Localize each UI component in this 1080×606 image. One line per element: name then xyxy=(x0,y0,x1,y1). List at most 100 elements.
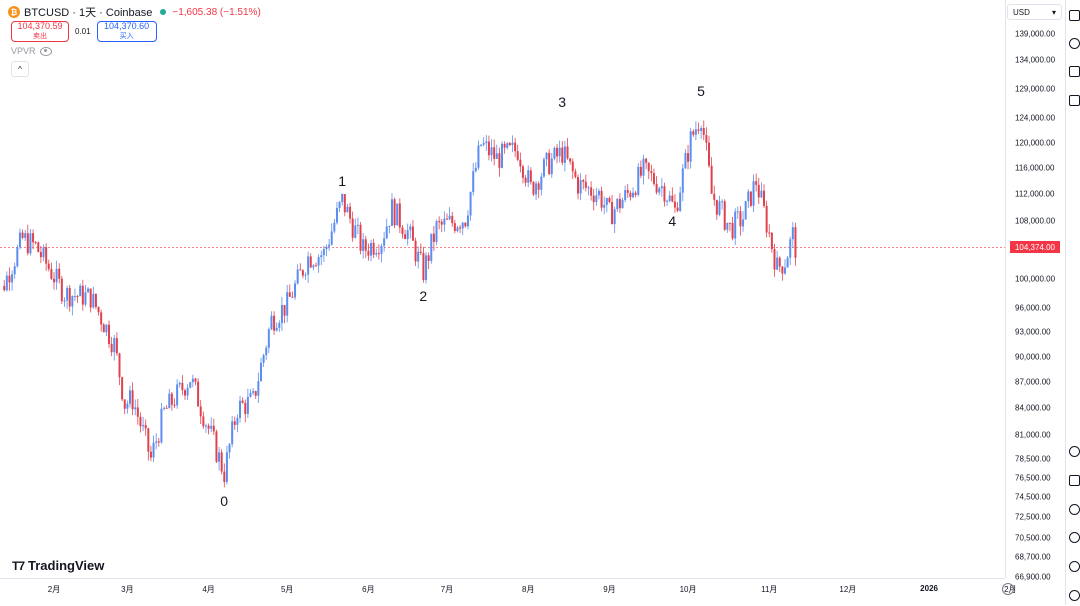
candle-body xyxy=(781,266,784,274)
candle xyxy=(435,219,438,246)
candle-body xyxy=(87,288,90,293)
time-tick-label: 10月 xyxy=(679,585,697,594)
price-tick-label: 90,000.00 xyxy=(1015,352,1051,362)
price-tick-label: 78,500.00 xyxy=(1015,454,1051,464)
candle xyxy=(739,206,742,236)
candle xyxy=(377,244,380,260)
grid-icon[interactable] xyxy=(1069,590,1080,601)
candle-body xyxy=(503,143,506,148)
alert-icon[interactable] xyxy=(1069,504,1080,515)
candle xyxy=(459,224,462,234)
chart-pane[interactable]: ₿ BTCUSD · 1天 · Coinbase −1,605.38 (−1.5… xyxy=(0,0,1005,578)
candle xyxy=(718,195,721,217)
time-scale[interactable] xyxy=(0,578,1005,606)
candle-body xyxy=(569,158,572,162)
target-icon[interactable] xyxy=(1069,446,1080,457)
candle xyxy=(697,122,700,135)
candle-body xyxy=(438,221,441,223)
sell-button[interactable]: 104,370.59 卖出 xyxy=(11,21,69,42)
candle xyxy=(367,243,370,261)
candle xyxy=(3,280,6,292)
price-tick-label: 120,000.00 xyxy=(1015,138,1056,148)
candle-body xyxy=(666,200,669,202)
currency-select[interactable]: USD ▾ xyxy=(1007,4,1062,20)
candle-body xyxy=(692,131,695,135)
candle-body xyxy=(783,267,786,274)
calendar-small-icon[interactable] xyxy=(1069,475,1080,486)
candle-body xyxy=(401,227,404,235)
layers-icon[interactable] xyxy=(1069,66,1080,77)
price-tick-label: 124,000.00 xyxy=(1015,113,1056,123)
bookmark-icon[interactable] xyxy=(1069,95,1080,106)
price-scale[interactable] xyxy=(1005,0,1066,578)
buy-button[interactable]: 104,370.60 买入 xyxy=(96,21,157,42)
candle-body xyxy=(396,203,399,226)
candle xyxy=(189,381,192,389)
candle-body xyxy=(752,181,755,206)
candle-body xyxy=(58,268,61,279)
chat-icon[interactable] xyxy=(1069,561,1080,572)
collapse-legend-button[interactable]: ^ xyxy=(11,61,29,77)
symbol-title[interactable]: BTCUSD · 1天 · Coinbase xyxy=(24,7,153,19)
candle xyxy=(453,219,456,234)
candle-body xyxy=(464,222,467,227)
candle xyxy=(283,305,286,324)
candle xyxy=(249,388,252,398)
signal-icon[interactable] xyxy=(1069,532,1080,543)
candle xyxy=(173,398,176,409)
candle xyxy=(5,271,8,292)
candle xyxy=(511,135,514,153)
candle-body xyxy=(563,146,566,163)
candle-body xyxy=(299,269,302,271)
calendar-icon[interactable] xyxy=(1069,10,1080,21)
candle-body xyxy=(642,158,645,176)
candle xyxy=(618,193,621,214)
candle-body xyxy=(144,425,147,429)
candle xyxy=(270,311,273,331)
candle xyxy=(587,185,590,196)
candle-body xyxy=(637,166,640,195)
candle xyxy=(335,201,338,225)
candle-body xyxy=(660,186,663,189)
candle-body xyxy=(252,391,255,393)
indicator-legend[interactable]: VPVR xyxy=(11,46,52,56)
candle-body xyxy=(157,441,160,443)
candle-body xyxy=(89,288,92,308)
candle xyxy=(60,275,63,305)
price-tick-label: 116,000.00 xyxy=(1015,163,1055,173)
candle xyxy=(304,272,307,280)
candle xyxy=(13,262,16,280)
candle xyxy=(212,418,215,436)
candle-body xyxy=(501,143,504,168)
candle xyxy=(370,239,373,262)
candle xyxy=(535,181,538,200)
symbol-header[interactable]: ₿ BTCUSD · 1天 · Coinbase −1,605.38 (−1.5… xyxy=(8,4,261,20)
candle xyxy=(498,147,501,177)
eye-icon[interactable] xyxy=(39,46,52,56)
candle-body xyxy=(312,265,315,268)
candle-body xyxy=(76,296,79,298)
candle-body xyxy=(134,407,137,410)
buy-price: 104,370.60 xyxy=(104,21,150,31)
candle xyxy=(66,285,69,309)
candle-body xyxy=(605,197,608,205)
tradingview-logo[interactable]: T7 TradingView xyxy=(12,558,104,573)
price-tick-label: 112,000.00 xyxy=(1015,189,1055,199)
candle-body xyxy=(47,263,50,270)
candle-body xyxy=(163,407,166,409)
candle-body xyxy=(477,145,480,168)
candle xyxy=(590,181,593,201)
candle xyxy=(438,216,441,230)
price-tick-label: 74,500.00 xyxy=(1015,492,1051,502)
candle xyxy=(113,335,116,361)
candle xyxy=(597,188,600,200)
clock-icon[interactable] xyxy=(1069,38,1080,49)
candle xyxy=(731,216,734,241)
candle xyxy=(666,199,669,206)
candle-body xyxy=(679,192,682,211)
candle xyxy=(320,250,323,266)
settings-icon[interactable] xyxy=(1002,583,1014,595)
candle xyxy=(273,311,276,335)
candle xyxy=(419,243,422,256)
candle-body xyxy=(579,180,582,194)
